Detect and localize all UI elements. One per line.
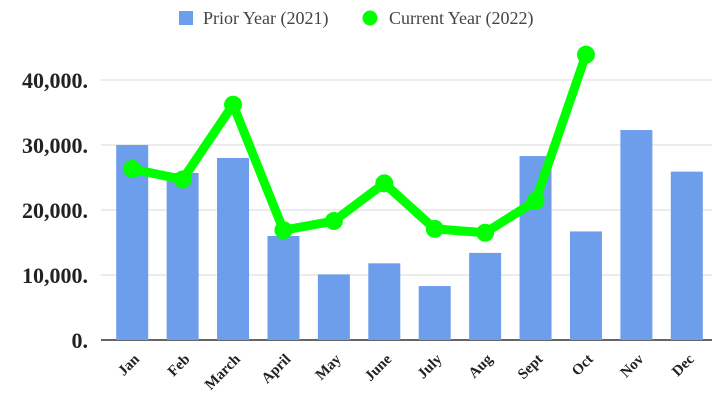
bar-prior-year: [670, 171, 703, 340]
point-current-year: [476, 223, 495, 242]
legend-swatch-current-year: [362, 10, 378, 26]
bar-prior-year: [519, 156, 552, 340]
line-current-year: [127, 50, 591, 238]
bar-prior-year: [217, 158, 250, 340]
x-tick-label: Oct: [569, 352, 597, 380]
x-tick-label: July: [415, 351, 446, 382]
point-current-year: [375, 174, 394, 193]
bar-prior-year: [317, 274, 350, 340]
x-tick-label: Aug: [466, 351, 497, 382]
point-current-year: [173, 170, 192, 189]
bar-prior-year: [569, 231, 602, 340]
x-tick-label: March: [202, 351, 244, 393]
x-tick-label: April: [259, 352, 294, 387]
point-current-year: [576, 45, 595, 64]
y-tick-label: 10,000.: [22, 263, 88, 288]
prior-year-bars: [116, 130, 703, 340]
x-tick-label: June: [362, 351, 395, 384]
bar-prior-year: [166, 172, 199, 340]
bar-prior-year: [620, 130, 653, 340]
x-tick-label: Jan: [115, 351, 143, 379]
point-current-year: [425, 219, 444, 238]
point-current-year: [224, 95, 243, 114]
y-tick-label: 30,000.: [22, 133, 88, 158]
x-tick-label: Nov: [618, 351, 648, 381]
x-tick-label: Feb: [165, 352, 193, 380]
x-axis-ticks: Jan Feb March April May June July Aug Sept Oct Nov…: [115, 351, 698, 393]
x-tick-label: Sept: [515, 352, 546, 383]
point-current-year: [274, 221, 293, 240]
x-tick-label: Dec: [669, 351, 698, 380]
legend-label-current-year: Current Year (2022): [389, 8, 533, 29]
point-current-year: [324, 212, 343, 231]
y-axis-ticks: 0. 10,000. 20,000. 30,000. 40,000.: [22, 68, 88, 353]
legend-swatch-prior-year: [179, 11, 193, 25]
legend: Prior Year (2021) Current Year (2022): [179, 8, 533, 29]
y-tick-label: 0.: [72, 328, 89, 353]
point-current-year: [123, 160, 142, 179]
bar-prior-year: [267, 236, 300, 340]
legend-label-prior-year: Prior Year (2021): [203, 8, 329, 29]
current-year-line: [123, 45, 595, 242]
bar-prior-year: [418, 286, 451, 340]
bar-prior-year: [368, 263, 401, 340]
y-tick-label: 20,000.: [22, 198, 88, 223]
x-tick-label: May: [313, 351, 345, 383]
bar-prior-year: [469, 252, 502, 340]
y-tick-label: 40,000.: [22, 68, 88, 93]
point-current-year: [526, 191, 545, 210]
